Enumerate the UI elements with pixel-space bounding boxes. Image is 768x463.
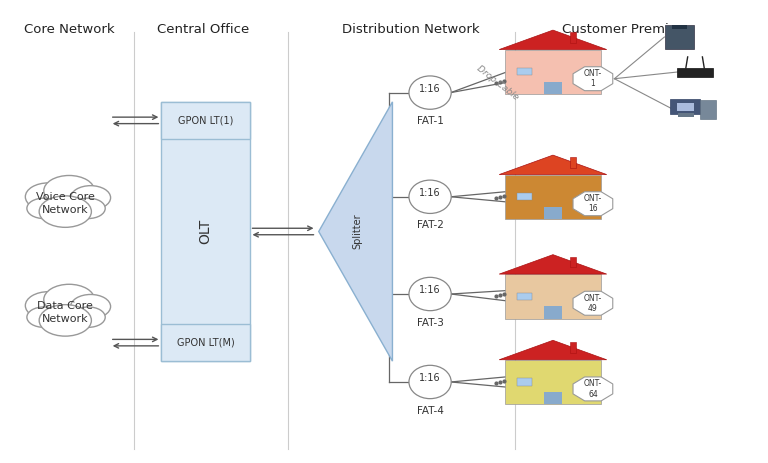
FancyBboxPatch shape	[570, 342, 576, 353]
Polygon shape	[499, 155, 607, 175]
FancyBboxPatch shape	[672, 25, 687, 29]
Text: Customer Premises: Customer Premises	[561, 23, 690, 36]
Circle shape	[39, 305, 91, 336]
FancyBboxPatch shape	[570, 157, 576, 168]
FancyBboxPatch shape	[161, 102, 250, 139]
Text: ONT-
16: ONT- 16	[584, 194, 602, 213]
FancyBboxPatch shape	[570, 257, 576, 267]
FancyBboxPatch shape	[677, 68, 713, 77]
Circle shape	[27, 307, 61, 327]
FancyBboxPatch shape	[544, 307, 562, 319]
FancyBboxPatch shape	[544, 82, 562, 94]
Circle shape	[25, 183, 71, 211]
Text: Distribution Network: Distribution Network	[342, 23, 480, 36]
FancyBboxPatch shape	[670, 99, 700, 114]
Circle shape	[39, 196, 91, 227]
Polygon shape	[499, 30, 607, 50]
Text: ONT-
64: ONT- 64	[584, 379, 602, 399]
Text: FAT-4: FAT-4	[417, 406, 443, 416]
Text: Splitter: Splitter	[352, 214, 362, 249]
FancyBboxPatch shape	[570, 32, 576, 43]
Text: ONT-
49: ONT- 49	[584, 294, 602, 313]
Text: FAT-3: FAT-3	[417, 318, 443, 328]
FancyBboxPatch shape	[678, 113, 694, 117]
Circle shape	[71, 198, 105, 219]
Polygon shape	[573, 377, 613, 401]
FancyBboxPatch shape	[665, 25, 694, 49]
Text: FAT-2: FAT-2	[417, 220, 443, 231]
Polygon shape	[573, 291, 613, 315]
Polygon shape	[573, 192, 613, 216]
Text: Voice Core
Network: Voice Core Network	[36, 192, 94, 215]
Circle shape	[71, 294, 111, 319]
Text: GPON LT(1): GPON LT(1)	[177, 115, 233, 125]
Text: FAT-1: FAT-1	[417, 116, 443, 126]
Polygon shape	[319, 102, 392, 361]
FancyBboxPatch shape	[505, 175, 601, 219]
FancyBboxPatch shape	[544, 207, 562, 219]
Text: GPON LT(M): GPON LT(M)	[177, 338, 234, 348]
Circle shape	[44, 284, 94, 315]
Text: 1:16: 1:16	[419, 373, 441, 383]
Text: Data Core
Network: Data Core Network	[38, 301, 93, 324]
FancyBboxPatch shape	[505, 274, 601, 319]
FancyBboxPatch shape	[518, 193, 531, 200]
Polygon shape	[499, 340, 607, 360]
Text: OLT: OLT	[198, 219, 213, 244]
Circle shape	[71, 307, 105, 327]
Circle shape	[44, 175, 94, 206]
FancyBboxPatch shape	[518, 378, 531, 386]
Ellipse shape	[409, 76, 452, 109]
Circle shape	[27, 198, 61, 219]
Text: 1:16: 1:16	[419, 285, 441, 295]
Polygon shape	[573, 67, 613, 91]
Polygon shape	[499, 255, 607, 274]
Text: Central Office: Central Office	[157, 23, 250, 36]
FancyBboxPatch shape	[518, 293, 531, 300]
FancyBboxPatch shape	[677, 103, 694, 111]
Text: 1:16: 1:16	[419, 84, 441, 94]
Ellipse shape	[409, 365, 452, 399]
Circle shape	[71, 186, 111, 210]
FancyBboxPatch shape	[161, 324, 250, 361]
FancyBboxPatch shape	[505, 360, 601, 404]
Ellipse shape	[409, 277, 452, 311]
Ellipse shape	[409, 180, 452, 213]
Text: 1:16: 1:16	[419, 188, 441, 198]
Circle shape	[25, 292, 71, 319]
FancyBboxPatch shape	[700, 100, 716, 119]
FancyBboxPatch shape	[505, 50, 601, 94]
FancyBboxPatch shape	[544, 392, 562, 404]
Text: Core Network: Core Network	[24, 23, 114, 36]
FancyBboxPatch shape	[161, 102, 250, 361]
Text: Drop Cable: Drop Cable	[475, 64, 520, 102]
Text: ONT-
1: ONT- 1	[584, 69, 602, 88]
FancyBboxPatch shape	[518, 68, 531, 75]
